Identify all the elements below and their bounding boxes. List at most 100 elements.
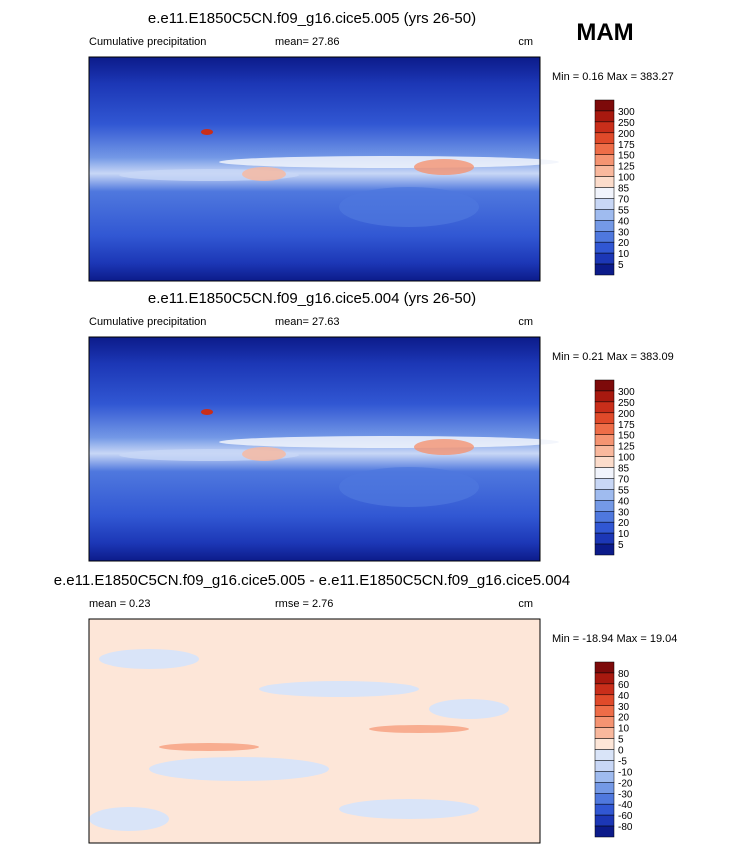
colorbar-label: 10: [618, 724, 630, 735]
colorbar-label: 125: [618, 442, 635, 453]
units-label: cm: [518, 598, 533, 610]
colorbar-label: 30: [618, 227, 630, 238]
wet-spot: [242, 447, 286, 461]
diff-patch: [149, 757, 329, 781]
dry-zone: [339, 467, 479, 507]
colorbar-label: 30: [618, 507, 630, 518]
colorbar-box: [594, 143, 615, 155]
colorbar-label: 175: [618, 140, 635, 151]
colorbar-box: [594, 445, 615, 457]
itcz-band: [219, 436, 559, 448]
colorbar-box: [594, 467, 615, 479]
colorbar-label: -40: [618, 800, 633, 811]
season-label: MAM: [576, 19, 633, 46]
colorbar-label: 5: [618, 540, 624, 551]
diff-patch: [259, 681, 419, 697]
colorbar-box: [594, 423, 615, 435]
colorbar-box: [594, 803, 615, 816]
colorbar-label: 40: [618, 216, 630, 227]
colorbar-label: 100: [618, 173, 635, 184]
colorbar-label: 20: [618, 518, 630, 529]
colorbar-box: [594, 209, 615, 221]
colorbar-label: 55: [618, 205, 630, 216]
map-border: [88, 56, 541, 282]
min-max: Min = -18.94 Max = 19.04: [552, 633, 677, 645]
colorbar-label: 20: [618, 238, 630, 249]
colorbar-box: [594, 500, 615, 512]
min-max: Min = 0.21 Max = 383.09: [552, 351, 674, 363]
colorbar-box: [594, 241, 615, 254]
colorbar-label: 250: [618, 118, 635, 129]
colorbar-box: [594, 121, 615, 134]
colorbar-box: [594, 661, 615, 674]
colorbar-label: 300: [618, 387, 635, 398]
colorbar-label: -20: [618, 778, 633, 789]
colorbar-box: [594, 478, 615, 490]
colorbar-box: [594, 672, 615, 685]
wet-spot: [414, 439, 474, 455]
colorbar-box: [594, 511, 615, 523]
colorbar-box: [594, 749, 615, 761]
colorbar-label: 250: [618, 398, 635, 409]
colorbar-label: -5: [618, 756, 627, 767]
colorbar-label: 70: [618, 474, 630, 485]
colorbar-label: 300: [618, 107, 635, 118]
colorbar-label: 80: [618, 669, 630, 680]
left-label: mean = 0.23: [89, 598, 150, 610]
colorbar-box: [594, 771, 615, 783]
colorbar-box: [594, 814, 615, 827]
colorbar-label: 150: [618, 151, 635, 162]
diff-patch: [159, 743, 259, 751]
colorbar-box: [594, 716, 615, 728]
min-max: Min = 0.16 Max = 383.27: [552, 71, 674, 83]
colorbar-label: -30: [618, 789, 633, 800]
left-label: Cumulative precipitation: [89, 316, 206, 328]
itcz-band: [219, 156, 559, 168]
wet-spot: [201, 409, 213, 415]
units-label: cm: [518, 36, 533, 48]
colorbar-label: 40: [618, 691, 630, 702]
colorbar-label: 30: [618, 702, 630, 713]
map-border: [88, 618, 541, 844]
colorbar-label: -60: [618, 811, 633, 822]
center-label: mean= 27.63: [275, 316, 340, 328]
colorbar-box: [594, 110, 615, 123]
panel-title: e.e11.E1850C5CN.f09_g16.cice5.004 (yrs 2…: [148, 290, 476, 307]
panel-title: e.e11.E1850C5CN.f09_g16.cice5.005 (yrs 2…: [148, 10, 476, 27]
colorbar-box: [594, 738, 615, 750]
colorbar-box: [594, 489, 615, 501]
wet-spot: [201, 129, 213, 135]
diff-patch: [429, 699, 509, 719]
colorbar-box: [594, 379, 615, 392]
colorbar-box: [594, 543, 615, 556]
map: [88, 56, 559, 282]
colorbar-label: 10: [618, 529, 630, 540]
colorbar-label: 10: [618, 249, 630, 260]
colorbar-label: 200: [618, 409, 635, 420]
colorbar-box: [594, 187, 615, 199]
diff-patch: [89, 807, 169, 831]
center-label: rmse = 2.76: [275, 598, 333, 610]
wet-spot: [242, 167, 286, 181]
colorbar-label: 55: [618, 485, 630, 496]
map-border: [88, 336, 541, 562]
colorbar-label: 0: [618, 746, 624, 757]
colorbar-box: [594, 532, 615, 545]
colorbar-label: -10: [618, 767, 633, 778]
colorbar-box: [594, 231, 615, 243]
colorbar-box: [594, 198, 615, 210]
colorbar-label: 40: [618, 496, 630, 507]
colorbar-box: [594, 434, 615, 446]
colorbar-box: [594, 683, 615, 696]
map: [88, 618, 541, 844]
colorbar-box: [594, 176, 615, 188]
colorbar-box: [594, 263, 615, 276]
colorbar-box: [594, 412, 615, 424]
colorbar-box: [594, 390, 615, 403]
colorbar-box: [594, 252, 615, 265]
map: [88, 336, 559, 562]
colorbar-box: [594, 760, 615, 772]
colorbar-box: [594, 99, 615, 112]
colorbar-box: [594, 132, 615, 144]
